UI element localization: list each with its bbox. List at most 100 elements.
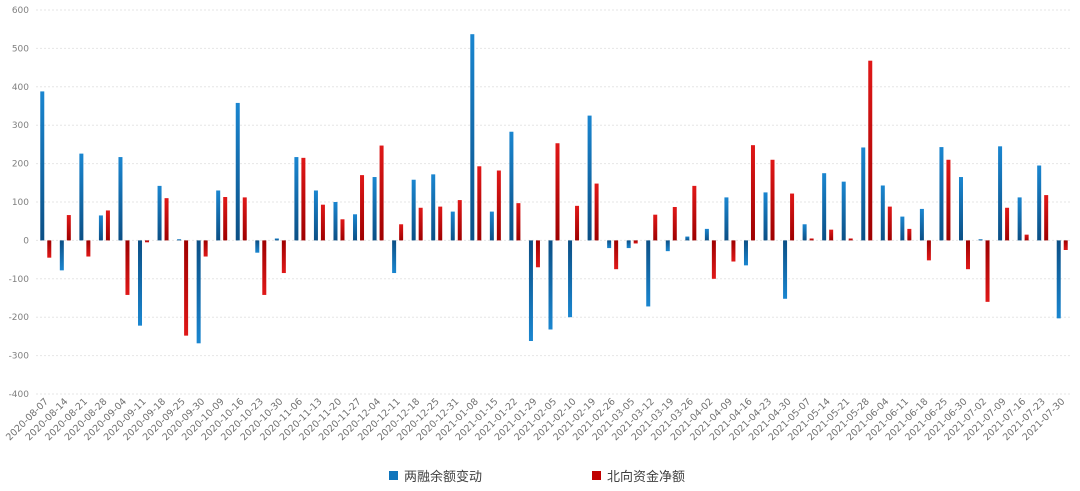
bar-northbound: [145, 240, 150, 243]
bar-northbound: [1024, 234, 1029, 241]
bar-northbound: [360, 175, 365, 241]
bar-northbound: [438, 206, 443, 241]
bar-margin: [724, 197, 729, 241]
bar-margin: [177, 239, 182, 241]
y-tick-label: -400: [9, 390, 30, 400]
bar-margin: [138, 240, 143, 326]
bar-northbound: [1044, 195, 1049, 241]
bar-northbound: [242, 197, 247, 241]
bar-northbound: [1063, 240, 1068, 250]
bar-northbound: [887, 206, 892, 241]
y-tick-label: 400: [12, 83, 29, 93]
bar-northbound: [125, 240, 130, 295]
bar-margin: [978, 239, 983, 241]
bar-northbound: [262, 240, 267, 295]
bar-margin: [822, 173, 827, 241]
bar-northbound: [535, 240, 540, 268]
bar-northbound: [829, 229, 834, 241]
bar-northbound: [223, 197, 228, 241]
bar-margin: [998, 146, 1003, 241]
bar-margin: [1017, 197, 1022, 241]
bar-margin: [568, 240, 573, 318]
bar-margin: [40, 91, 45, 241]
y-tick-label: 200: [12, 160, 29, 170]
bar-margin: [880, 185, 885, 241]
legend-swatch-margin: [389, 471, 398, 480]
bar-northbound: [516, 203, 521, 241]
bar-northbound: [496, 170, 501, 241]
bar-northbound: [203, 240, 208, 257]
bar-northbound: [750, 145, 755, 241]
bar-margin: [646, 240, 651, 307]
y-tick-label: 500: [12, 44, 29, 54]
bar-margin: [235, 102, 240, 241]
bar-margin: [353, 214, 358, 241]
bar-margin: [528, 240, 533, 342]
bar-northbound: [926, 240, 931, 261]
bar-margin: [626, 240, 631, 249]
bar-margin: [431, 174, 436, 241]
bar-northbound: [692, 185, 697, 241]
bar-margin: [743, 240, 748, 266]
bar-northbound: [985, 240, 990, 302]
bar-margin: [783, 240, 788, 299]
bar-northbound: [809, 238, 814, 241]
bar-margin: [411, 179, 416, 241]
bar-margin: [763, 192, 768, 241]
bar-margin: [118, 157, 123, 241]
bar-margin: [255, 240, 260, 253]
y-tick-label: -200: [9, 313, 30, 323]
bar-northbound: [340, 219, 345, 241]
bar-margin: [919, 208, 924, 241]
legend-item-northbound: 北向资金净额: [592, 466, 685, 485]
legend-swatch-northbound: [592, 471, 601, 480]
bar-northbound: [105, 210, 110, 241]
bar-northbound: [965, 240, 970, 270]
bar-northbound: [770, 159, 775, 241]
bar-margin: [79, 153, 84, 241]
bar-margin: [685, 236, 690, 241]
bar-northbound: [164, 198, 169, 241]
bar-northbound: [1005, 207, 1010, 241]
bar-northbound: [614, 240, 619, 270]
bar-margin: [704, 228, 709, 241]
bar-northbound: [907, 228, 912, 241]
bar-northbound: [868, 60, 873, 241]
bar-northbound: [594, 183, 599, 241]
bar-margin: [548, 240, 553, 330]
bar-northbound: [555, 143, 560, 241]
bar-margin: [294, 157, 299, 241]
bar-margin: [372, 177, 377, 241]
bar-northbound: [281, 240, 286, 274]
bar-margin: [196, 240, 201, 344]
bar-margin: [587, 115, 592, 241]
bar-margin: [313, 190, 318, 241]
bar-northbound: [946, 159, 951, 241]
bar-margin: [665, 240, 670, 252]
legend: 两融余额变动 北向资金净额: [0, 466, 1080, 486]
bar-margin: [861, 147, 866, 241]
bar-margin: [333, 202, 338, 241]
bar-margin: [274, 238, 279, 241]
y-tick-label: -100: [9, 275, 30, 285]
bar-northbound: [86, 240, 91, 257]
bar-northbound: [301, 157, 306, 241]
bar-northbound: [633, 240, 638, 244]
bar-northbound: [790, 193, 795, 241]
bar-margin: [900, 216, 905, 241]
bar-northbound: [66, 215, 71, 241]
bar-margin: [98, 215, 103, 241]
bar-northbound: [379, 145, 384, 241]
bar-margin: [59, 240, 64, 271]
bar-northbound: [731, 240, 736, 262]
bar-northbound: [184, 240, 189, 336]
bar-margin: [216, 190, 221, 241]
y-tick-label: 300: [12, 121, 29, 131]
bar-margin: [157, 185, 162, 241]
legend-item-margin: 两融余额变动: [389, 466, 482, 485]
bar-margin: [470, 34, 475, 241]
bar-northbound: [477, 166, 482, 241]
bar-northbound: [320, 204, 325, 241]
y-tick-label: 600: [12, 6, 29, 16]
